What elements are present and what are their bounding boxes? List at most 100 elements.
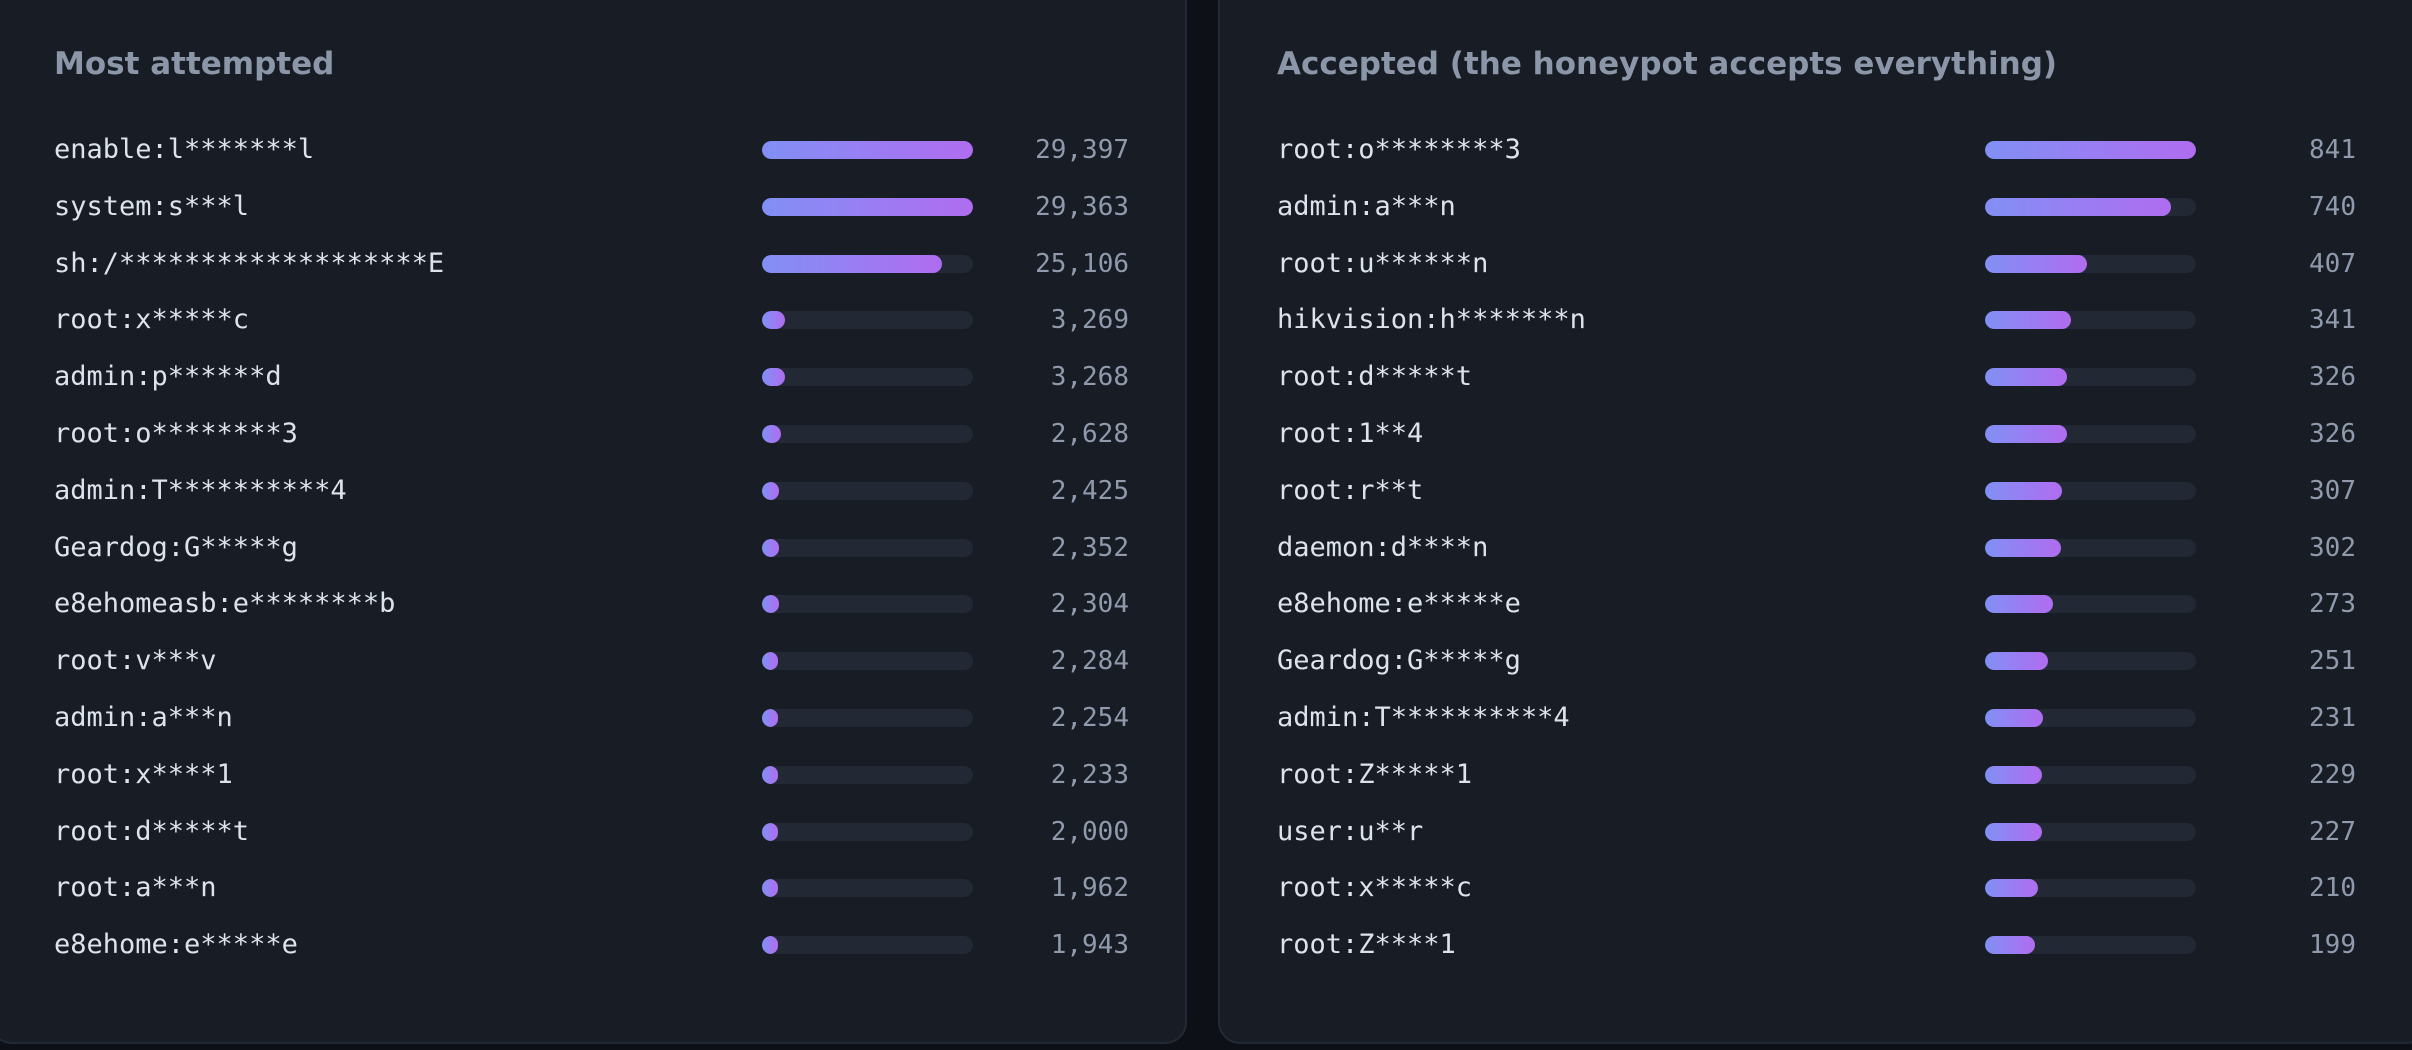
list-item: root:a***n 1,962 <box>0 868 1185 925</box>
list-item: root:x*****c 3,269 <box>0 300 1185 357</box>
list-item: root:d*****t 326 <box>1220 357 2412 414</box>
count-bar-track <box>762 765 973 784</box>
list-item: enable:l*******l 29,397 <box>0 130 1185 187</box>
credential-label: admin:p******d <box>54 361 282 393</box>
credential-label: user:u**r <box>1277 815 1424 847</box>
count-bar-track <box>1985 197 2196 216</box>
count-value: 2,233 <box>1050 759 1129 790</box>
list-item: root:x****1 2,233 <box>0 755 1185 812</box>
list-item: Geardog:G*****g 2,352 <box>0 528 1185 585</box>
credential-label: root:Z*****1 <box>1277 758 1473 790</box>
count-bar-fill <box>762 311 786 330</box>
count-bar-fill <box>762 879 778 898</box>
count-bar-track <box>762 936 973 955</box>
list-item: e8ehome:e*****e 1,943 <box>0 925 1185 982</box>
list-item: user:u**r 227 <box>1220 812 2412 869</box>
count-bar-track <box>1985 879 2196 898</box>
count-value: 841 <box>2309 135 2356 165</box>
credential-label: root:o********3 <box>1277 134 1521 165</box>
count-bar-track <box>1985 141 2196 159</box>
count-bar-fill <box>762 481 780 500</box>
credential-label: hikvision:h*******n <box>1277 304 1586 336</box>
panel-title: Accepted (the honeypot accepts everythin… <box>1277 46 2058 82</box>
credential-list: enable:l*******l 29,397 system:s***l 29,363… <box>0 130 1185 982</box>
count-bar-track <box>1985 595 2196 614</box>
most-attempted-panel: Most attempted enable:l*******l 29,397 sys… <box>0 0 1187 1044</box>
list-item: root:Z****1 199 <box>1220 925 2412 982</box>
count-bar-track <box>1985 254 2196 273</box>
count-bar-fill <box>762 368 786 387</box>
count-bar-fill <box>762 424 781 443</box>
count-value: 2,000 <box>1050 816 1129 847</box>
count-bar-fill <box>1985 765 2043 784</box>
list-item: root:x*****c 210 <box>1220 868 2412 925</box>
count-bar-fill <box>762 595 779 614</box>
credential-label: system:s***l <box>54 190 250 222</box>
list-item: sh:/*******************E 25,106 <box>0 244 1185 301</box>
credential-label: admin:T**********4 <box>54 474 347 506</box>
list-item: root:d*****t 2,000 <box>0 812 1185 869</box>
credential-label: root:x*****c <box>54 304 250 336</box>
credential-label: root:1**4 <box>1277 417 1424 449</box>
credential-label: e8ehome:e*****e <box>54 929 298 961</box>
count-bar-track <box>1985 538 2196 557</box>
count-value: 199 <box>2309 930 2356 961</box>
count-value: 2,284 <box>1050 646 1129 677</box>
count-bar-track <box>1985 481 2196 500</box>
count-value: 326 <box>2309 362 2356 393</box>
credential-label: sh:/*******************E <box>54 247 445 279</box>
count-bar-fill <box>1985 822 2042 841</box>
count-value: 326 <box>2309 418 2356 449</box>
list-item: root:Z*****1 229 <box>1220 755 2412 812</box>
count-bar-fill <box>1985 254 2088 273</box>
count-bar-fill <box>762 765 779 784</box>
count-bar-track <box>762 822 973 841</box>
count-value: 29,397 <box>1035 135 1129 165</box>
credential-label: e8ehome:e*****e <box>1277 588 1521 620</box>
list-item: root:o********3 2,628 <box>0 414 1185 471</box>
list-item: root:1**4 326 <box>1220 414 2412 471</box>
count-bar-fill <box>1985 424 2067 443</box>
count-bar-track <box>1985 311 2196 330</box>
count-bar-fill <box>762 936 778 955</box>
count-bar-track <box>762 652 973 671</box>
list-item: admin:a***n 740 <box>1220 187 2412 244</box>
count-bar-track <box>762 595 973 614</box>
list-item: daemon:d****n 302 <box>1220 528 2412 585</box>
count-bar-track <box>762 538 973 557</box>
count-bar-fill <box>762 708 779 727</box>
count-bar-fill <box>1985 652 2048 671</box>
credential-list: root:o********3 841 admin:a***n 740 root:u**… <box>1220 130 2412 982</box>
count-bar-track <box>762 311 973 330</box>
list-item: admin:p******d 3,268 <box>0 357 1185 414</box>
list-item: Geardog:G*****g 251 <box>1220 641 2412 698</box>
credential-label: root:r**t <box>1277 474 1424 506</box>
list-item: e8ehomeasb:e********b 2,304 <box>0 584 1185 641</box>
count-value: 341 <box>2309 305 2356 336</box>
count-bar-fill <box>762 197 973 216</box>
count-value: 210 <box>2309 873 2356 904</box>
credential-label: root:a***n <box>54 872 217 904</box>
count-bar-track <box>1985 652 2196 671</box>
credential-label: root:x****1 <box>54 758 233 790</box>
count-bar-fill <box>1985 141 2196 159</box>
credential-label: admin:a***n <box>1277 190 1456 222</box>
count-bar-track <box>762 879 973 898</box>
count-bar-fill <box>762 822 778 841</box>
count-value: 302 <box>2309 532 2356 563</box>
credential-label: root:d*****t <box>54 815 250 847</box>
list-item: admin:a***n 2,254 <box>0 698 1185 755</box>
count-bar-track <box>762 424 973 443</box>
list-item: hikvision:h*******n 341 <box>1220 300 2412 357</box>
credential-label: admin:a***n <box>54 701 233 733</box>
count-value: 1,943 <box>1050 930 1129 961</box>
count-bar-fill <box>1985 311 2071 330</box>
panel-title: Most attempted <box>54 46 335 82</box>
count-bar-track <box>762 481 973 500</box>
count-value: 231 <box>2309 702 2356 733</box>
count-bar-fill <box>1985 595 2054 614</box>
count-bar-track <box>762 254 973 273</box>
credential-label: Geardog:G*****g <box>1277 645 1521 677</box>
count-value: 2,628 <box>1050 418 1129 449</box>
accepted-panel: Accepted (the honeypot accepts everythin… <box>1218 0 2412 1044</box>
